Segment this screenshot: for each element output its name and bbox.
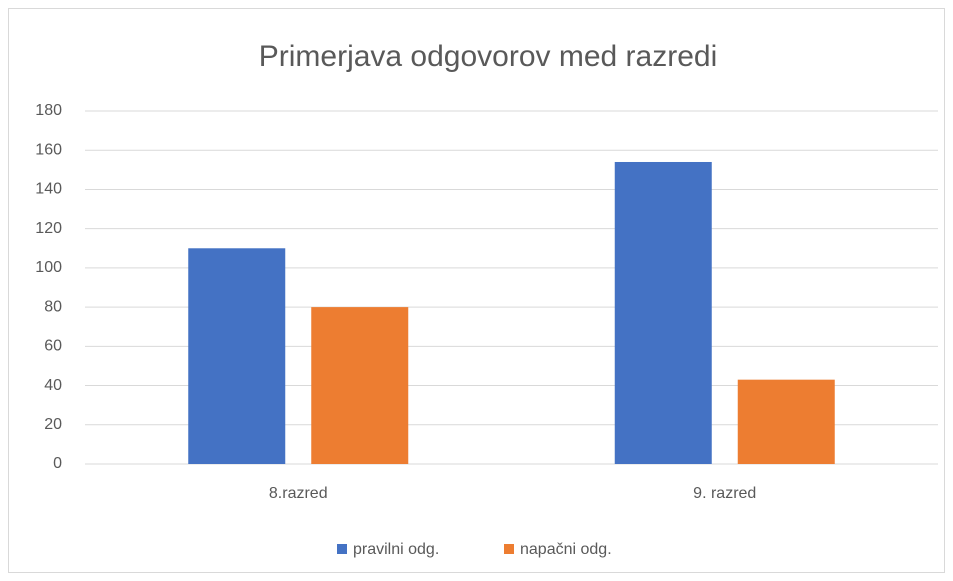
legend-swatch xyxy=(504,544,514,554)
legend-label: pravilni odg. xyxy=(353,541,439,558)
bar xyxy=(311,307,409,464)
y-tick-label: 40 xyxy=(44,377,62,394)
bar xyxy=(188,248,286,464)
y-tick-label: 160 xyxy=(35,141,62,158)
y-tick-label: 0 xyxy=(53,455,62,472)
chart-title: Primerjava odgovorov med razredi xyxy=(259,40,718,73)
y-tick-label: 60 xyxy=(44,338,62,355)
y-tick-label: 100 xyxy=(35,259,62,276)
y-tick-label: 20 xyxy=(44,416,62,433)
y-tick-label: 180 xyxy=(35,102,62,119)
chart-border xyxy=(8,8,945,573)
x-tick-label: 8.razred xyxy=(269,485,328,502)
y-tick-label: 80 xyxy=(44,298,62,315)
x-tick-label: 9. razred xyxy=(693,485,756,502)
bar xyxy=(737,379,835,464)
legend-swatch xyxy=(337,544,347,554)
legend-label: napačni odg. xyxy=(520,541,612,558)
y-tick-label: 140 xyxy=(35,181,62,198)
bar xyxy=(614,161,712,464)
y-tick-label: 120 xyxy=(35,220,62,237)
